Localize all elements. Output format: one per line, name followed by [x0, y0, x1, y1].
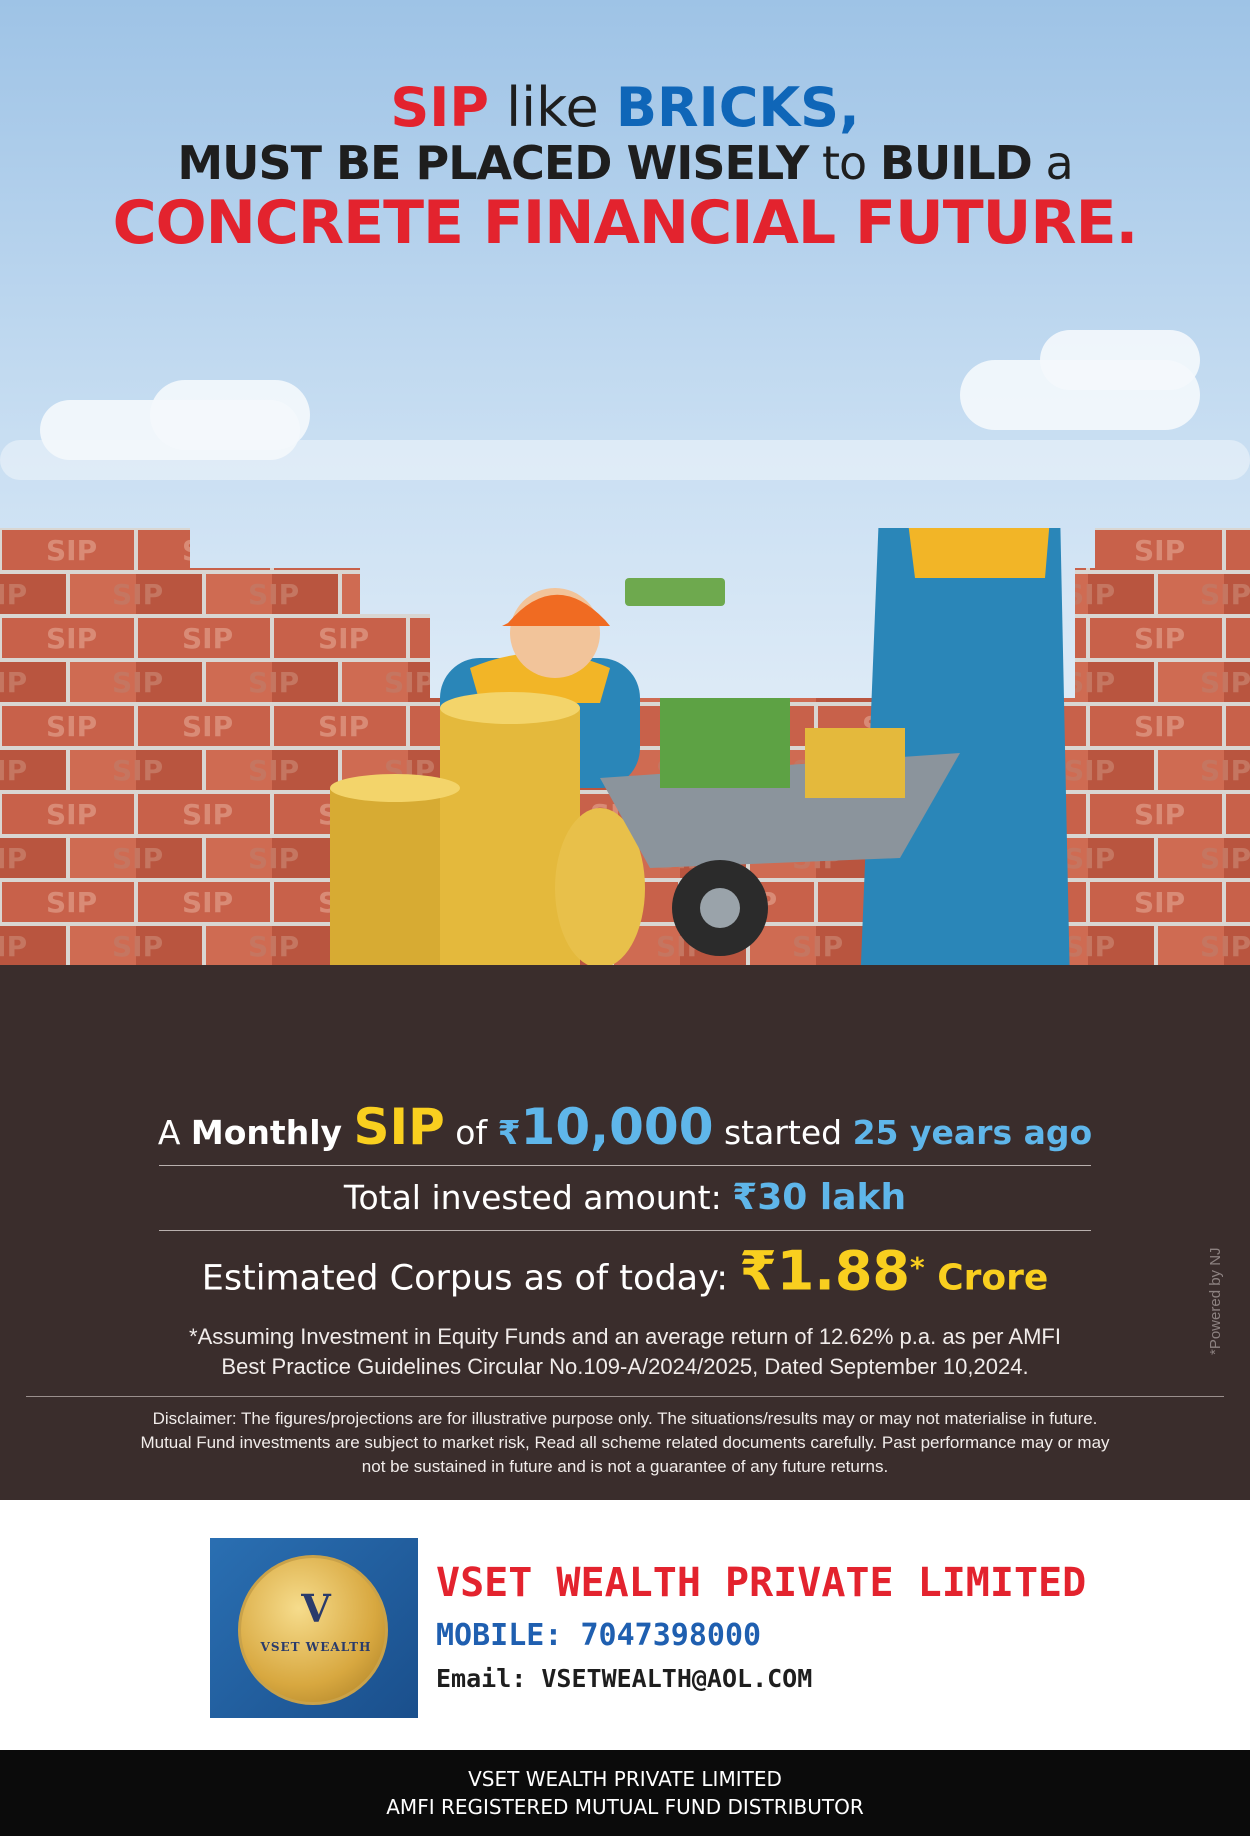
brick-wall-illustration: SIP SIP SIP	[0, 528, 1250, 970]
corpus-label: Estimated Corpus as of today:	[201, 1258, 740, 1299]
assumption-note: *Assuming Investment in Equity Funds and…	[0, 1322, 1250, 1382]
cloud	[0, 440, 1250, 480]
email-address[interactable]: Email: VSETWEALTH@AOL.COM	[436, 1664, 813, 1693]
logo-name: VSET WEALTH	[260, 1640, 372, 1654]
corpus-unit: Crore	[924, 1257, 1049, 1299]
monthly-sip-line: A Monthly SIP of ₹10,000 started 25 year…	[0, 1095, 1250, 1165]
invested-value: ₹30 lakh	[732, 1177, 907, 1218]
rupee-symbol: ₹	[497, 1113, 521, 1152]
assumption-line-2: Best Practice Guidelines Circular No.109…	[221, 1353, 1029, 1379]
text-sip: SIP	[353, 1098, 445, 1156]
divider	[26, 1395, 1224, 1397]
sip-amount: 10,000	[520, 1098, 714, 1156]
footer: VSET WEALTH PRIVATE LIMITED AMFI REGISTE…	[0, 1750, 1250, 1836]
headline: SIP like BRICKS, MUST BE PLACED WISELY t…	[0, 76, 1250, 258]
logo-coin: V VSET WEALTH	[238, 1555, 388, 1705]
headline-build: BUILD	[879, 136, 1033, 191]
divider	[159, 1165, 1091, 1166]
headline-like: like	[488, 76, 616, 139]
gold-coins-illustration	[330, 692, 645, 970]
disclaimer-line-2: Mutual Fund investments are subject to m…	[140, 1432, 1110, 1452]
stats-block: A Monthly SIP of ₹10,000 started 25 year…	[0, 1095, 1250, 1479]
text-started: started	[713, 1113, 853, 1152]
headline-to: to	[808, 136, 880, 191]
disclaimer-line-1: Disclaimer: The figures/projections are …	[152, 1408, 1098, 1428]
headline-line-3: CONCRETE FINANCIAL FUTURE.	[112, 187, 1139, 258]
disclaimer: Disclaimer: The figures/projections are …	[0, 1407, 1250, 1479]
stats-band	[0, 965, 1250, 1500]
cloud	[1040, 330, 1200, 390]
headline-line-1: SIP like BRICKS,	[0, 76, 1250, 139]
text-a: A	[157, 1113, 191, 1152]
powered-by-label: *Powered by NJ	[1207, 1247, 1224, 1355]
logo-letter: V	[301, 1586, 331, 1631]
headline-bricks: BRICKS,	[615, 76, 860, 139]
invested-amount-line: Total invested amount: ₹30 lakh	[0, 1166, 1250, 1230]
divider	[159, 1230, 1091, 1231]
mobile-number[interactable]: MOBILE: 7047398000	[436, 1618, 762, 1653]
corpus-asterisk: *	[910, 1251, 925, 1284]
estimated-corpus-line: Estimated Corpus as of today: ₹1.88* Cro…	[0, 1231, 1250, 1316]
wheelbarrow-illustration	[600, 698, 960, 956]
worker-right-illustration	[860, 528, 1070, 970]
corpus-value: ₹1.88	[739, 1239, 911, 1303]
text-of: of	[444, 1113, 498, 1152]
invested-label: Total invested amount:	[343, 1178, 733, 1217]
company-name: VSET WEALTH PRIVATE LIMITED	[436, 1560, 1087, 1606]
headline-line-2: MUST BE PLACED WISELY to BUILD a	[0, 138, 1250, 190]
text-monthly: Monthly	[190, 1113, 354, 1152]
sip-duration: 25 years ago	[852, 1113, 1093, 1152]
cloud	[150, 380, 310, 450]
footer-registration: AMFI REGISTERED MUTUAL FUND DISTRIBUTOR	[386, 1795, 864, 1819]
footer-company: VSET WEALTH PRIVATE LIMITED	[468, 1767, 782, 1791]
headline-placed: MUST BE PLACED WISELY	[177, 136, 809, 191]
headline-a: a	[1031, 136, 1073, 191]
headline-sip: SIP	[390, 76, 489, 139]
brand-section: V VSET WEALTH VSET WEALTH PRIVATE LIMITE…	[0, 1500, 1250, 1750]
disclaimer-line-3: not be sustained in future and is not a …	[361, 1456, 889, 1476]
assumption-line-1: *Assuming Investment in Equity Funds and…	[189, 1323, 1061, 1349]
company-logo: V VSET WEALTH	[210, 1538, 418, 1718]
